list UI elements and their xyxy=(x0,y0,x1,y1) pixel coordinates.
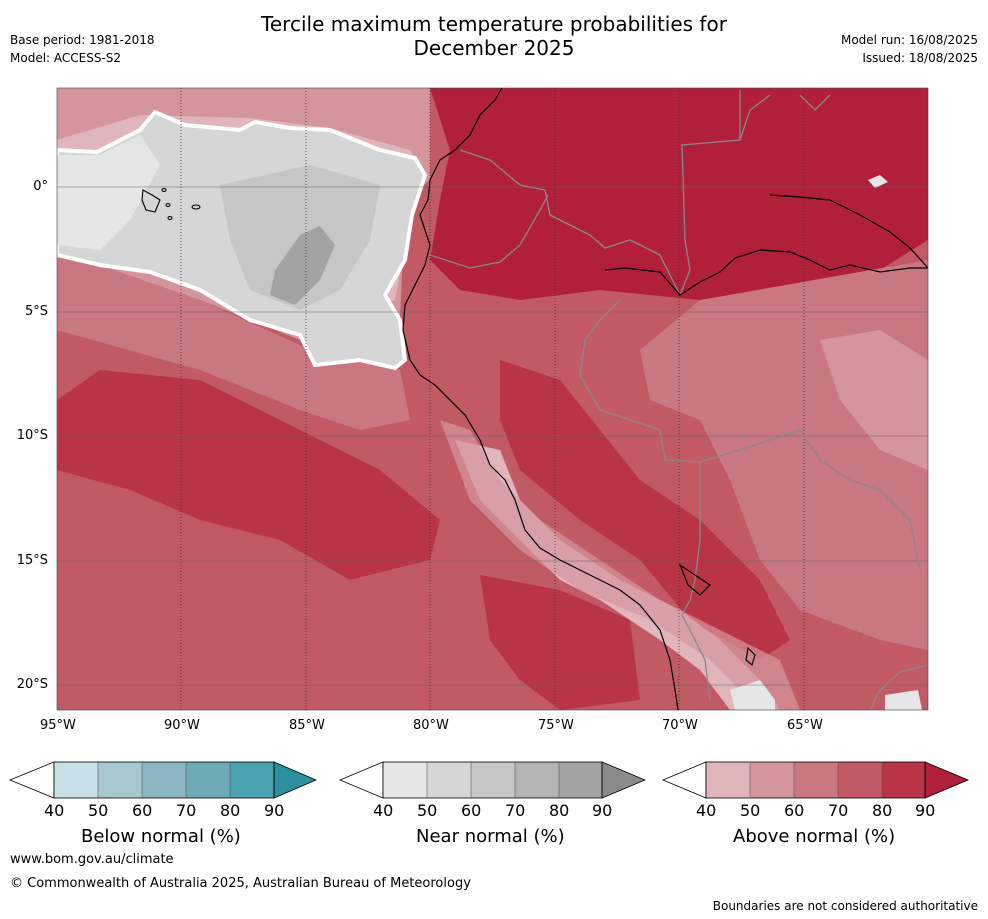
lat-tick-5s: 5°S xyxy=(24,304,48,319)
lon-tick-80w: 80°W xyxy=(413,718,449,733)
map-title: Tercile maximum temperature probabilitie… xyxy=(0,12,988,60)
cb-above-tick-70: 70 xyxy=(828,801,849,820)
cb-near-label: Near normal (%) xyxy=(416,826,565,847)
cb-above-tick-50: 50 xyxy=(740,801,761,820)
model-run: Model run: 16/08/2025 xyxy=(840,33,978,47)
map-plot-area xyxy=(57,88,928,710)
above-band-50-60-east xyxy=(820,330,928,470)
above-band-80-90-south xyxy=(480,575,640,710)
cb-above-tick-90: 90 xyxy=(915,801,936,820)
base-period: Base period: 1981-2018 xyxy=(10,33,155,47)
cb-near-tick-70: 70 xyxy=(505,801,526,820)
cb-below-tick-40: 40 xyxy=(44,801,65,820)
lat-tick-10s: 10°S xyxy=(16,428,48,443)
near-normal-light xyxy=(57,135,160,250)
near-normal-high xyxy=(270,226,335,305)
colorbar-above-normal xyxy=(661,761,970,799)
above-band-50-60-coast xyxy=(440,420,800,710)
cb-below-tick-80: 80 xyxy=(220,801,241,820)
cb-above-tick-80: 80 xyxy=(872,801,893,820)
colorbar-below-normal xyxy=(8,761,318,799)
above-band-80-90-southwest xyxy=(57,370,440,580)
cb-near-tick-60: 60 xyxy=(461,801,482,820)
cb-near-tick-90: 90 xyxy=(592,801,613,820)
above-band-80-90-peru xyxy=(500,360,790,660)
cb-below-tick-90: 90 xyxy=(264,801,285,820)
footer-url[interactable]: www.bom.gov.au/climate xyxy=(10,852,174,867)
cb-below-tick-70: 70 xyxy=(176,801,197,820)
lon-tick-70w: 70°W xyxy=(662,718,698,733)
title-line-2: December 2025 xyxy=(413,36,575,60)
model-name: Model: ACCESS-S2 xyxy=(10,51,122,65)
footer-copyright: © Commonwealth of Australia 2025, Austra… xyxy=(10,876,471,891)
lon-tick-85w: 85°W xyxy=(289,718,325,733)
issued-date: Issued: 18/08/2025 xyxy=(862,51,978,65)
lat-tick-0: 0° xyxy=(33,179,48,194)
footer-disclaimer: Boundaries are not considered authoritat… xyxy=(712,899,978,913)
cb-near-tick-40: 40 xyxy=(373,801,394,820)
coastlines xyxy=(402,88,928,710)
cb-above-tick-40: 40 xyxy=(696,801,717,820)
lon-tick-65w: 65°W xyxy=(787,718,823,733)
cb-above-tick-60: 60 xyxy=(784,801,805,820)
cb-below-label: Below normal (%) xyxy=(81,826,241,847)
near-normal-patch-southeast xyxy=(885,690,922,710)
cb-near-tick-80: 80 xyxy=(549,801,570,820)
cb-below-tick-60: 60 xyxy=(132,801,153,820)
galapagos-islands xyxy=(141,187,201,221)
map-frame xyxy=(56,87,929,711)
lat-tick-20s: 20°S xyxy=(16,677,48,692)
colorbar-near-normal xyxy=(338,761,647,799)
lon-tick-75w: 75°W xyxy=(538,718,574,733)
lon-tick-90w: 90°W xyxy=(164,718,200,733)
near-normal-patch-northeast xyxy=(868,175,888,188)
country-borders xyxy=(429,90,928,710)
title-line-1: Tercile maximum temperature probabilitie… xyxy=(261,12,727,36)
colorbars xyxy=(8,761,970,799)
cb-near-tick-50: 50 xyxy=(417,801,438,820)
cb-above-label: Above normal (%) xyxy=(733,826,896,847)
lat-tick-15s: 15°S xyxy=(16,553,48,568)
cb-below-tick-50: 50 xyxy=(88,801,109,820)
near-normal-patch-south xyxy=(730,680,775,710)
lon-tick-95w: 95°W xyxy=(40,718,76,733)
above-band-60-70 xyxy=(57,250,410,430)
